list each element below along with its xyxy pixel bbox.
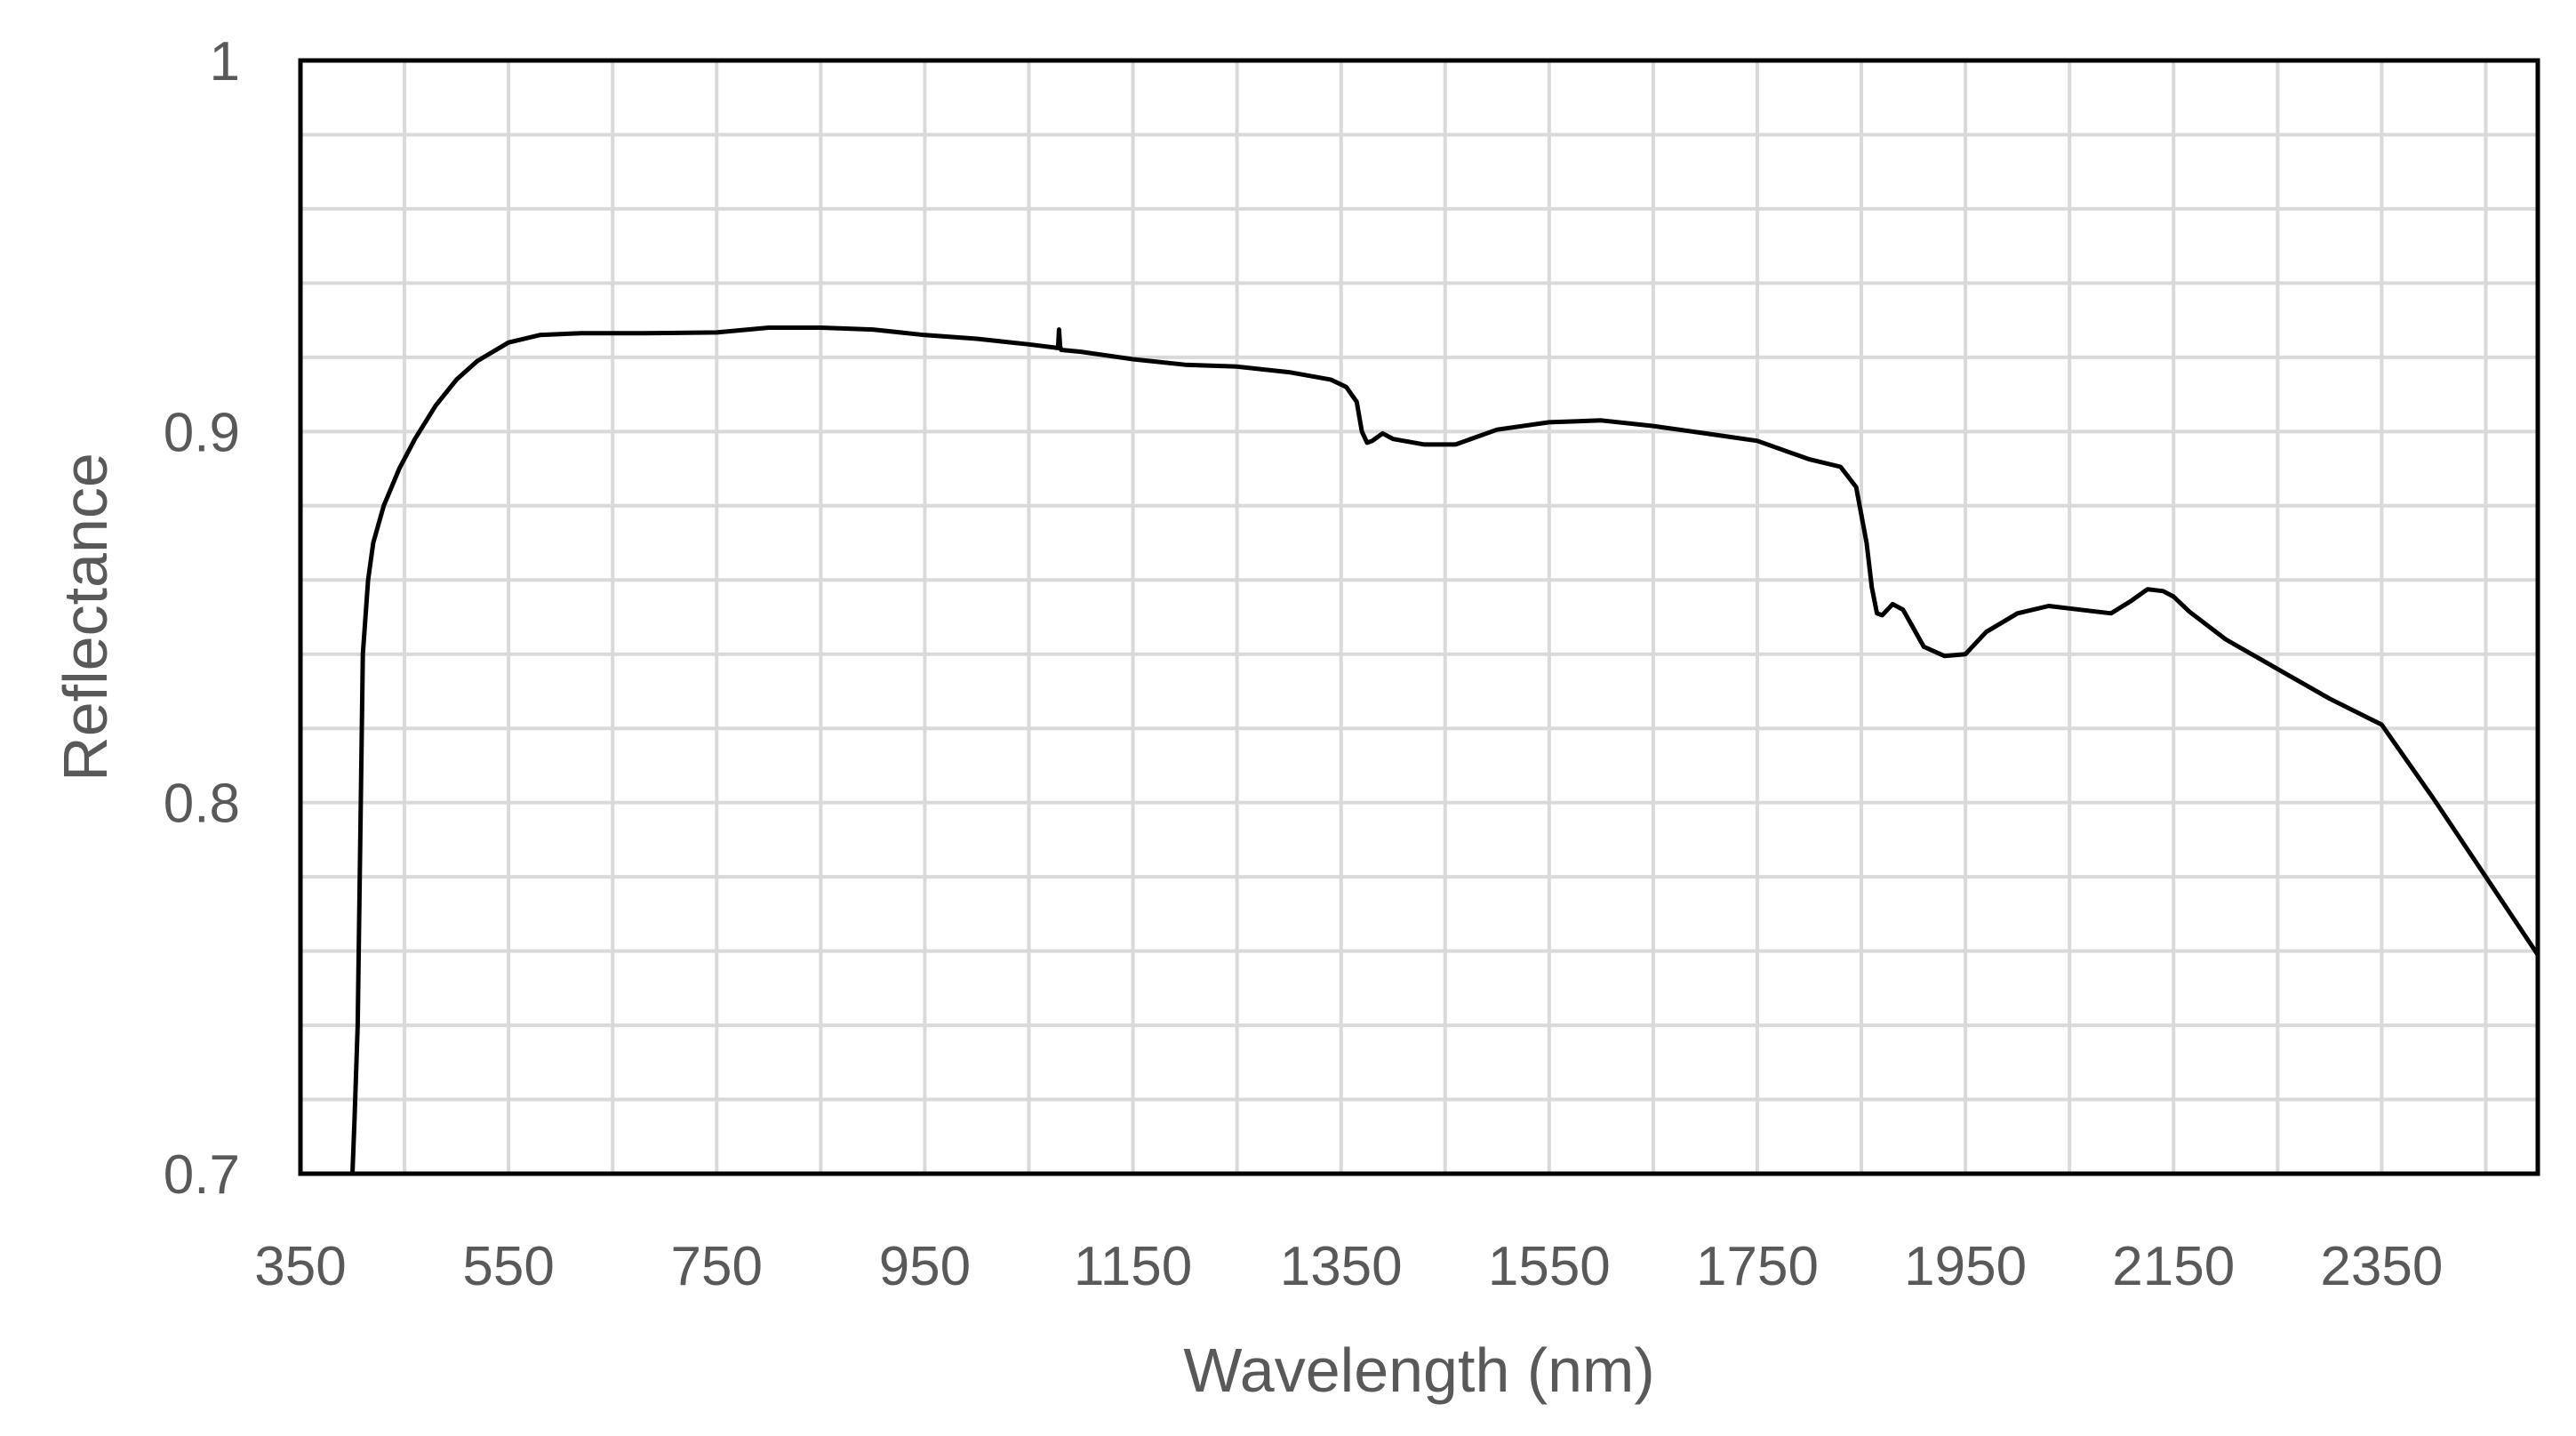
y-tick-label: 0.7 — [164, 1144, 240, 1206]
x-tick-label: 1550 — [1488, 1236, 1611, 1297]
y-tick-label: 1 — [210, 31, 240, 92]
x-tick-label: 2350 — [2320, 1236, 2443, 1297]
x-tick-label: 1150 — [1074, 1236, 1192, 1297]
x-tick-label: 1350 — [1280, 1236, 1403, 1297]
x-tick-label: 950 — [879, 1236, 971, 1297]
x-axis-title: Wavelength (nm) — [1183, 1336, 1654, 1405]
x-tick-label: 550 — [462, 1236, 554, 1297]
series-line-reflectance — [350, 325, 2540, 1176]
grid — [300, 60, 2538, 1174]
x-tick-label: 350 — [254, 1236, 346, 1297]
x-tick-label: 750 — [671, 1236, 763, 1297]
x-tick-label: 1750 — [1696, 1236, 1819, 1297]
x-tick-label: 1950 — [1904, 1236, 2027, 1297]
y-axis-title: Reflectance — [51, 453, 120, 782]
plot-frame — [298, 58, 2540, 1176]
y-tick-labels: 0.7 0.8 0.9 1 — [164, 31, 240, 1206]
x-tick-labels: 350 550 750 950 1150 1350 1550 1750 1950 2150 2350 — [254, 1236, 2443, 1297]
y-tick-label: 0.9 — [164, 402, 240, 463]
x-tick-label: 2150 — [2112, 1236, 2235, 1297]
y-tick-label: 0.8 — [164, 774, 240, 835]
